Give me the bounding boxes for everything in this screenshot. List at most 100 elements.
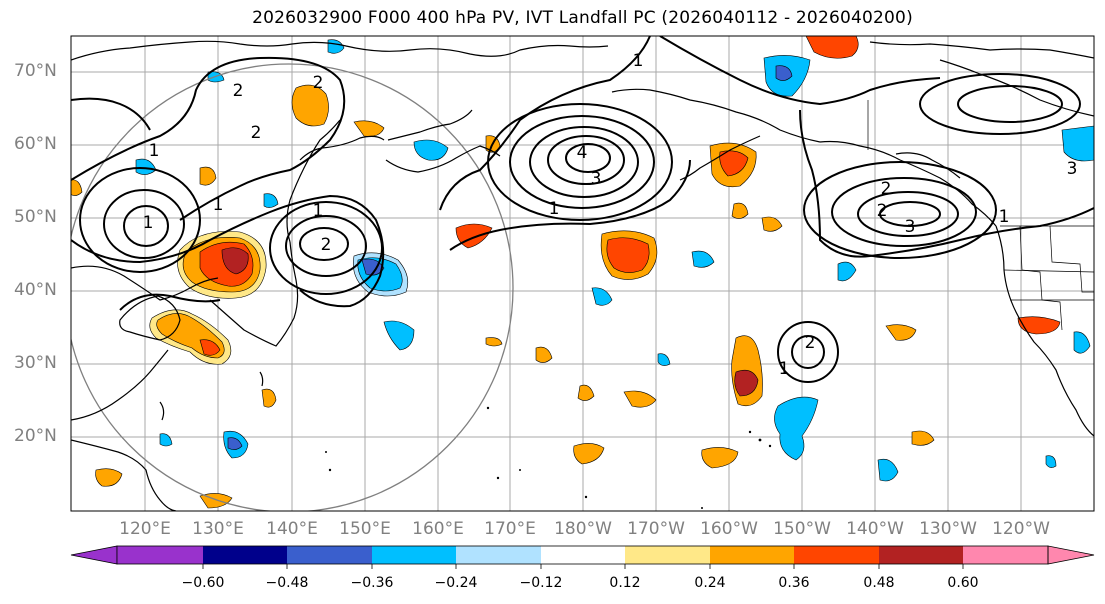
pv-blob xyxy=(691,250,715,268)
colorbar-tick-label: 0.24 xyxy=(694,575,726,591)
pv-blob xyxy=(734,369,759,397)
pv-blob xyxy=(657,353,671,366)
lon-label: 140°E xyxy=(266,519,318,539)
contour-label: 3 xyxy=(591,169,602,189)
contour-label: 2 xyxy=(877,201,888,221)
pv-blob xyxy=(837,261,857,282)
pv-blob xyxy=(701,447,739,469)
colorbar-tick-label: 0.60 xyxy=(947,575,979,591)
landfall-region-circle xyxy=(71,63,514,511)
pv-blob xyxy=(95,468,123,487)
lat-label: 60°N xyxy=(14,134,57,154)
pv-blob xyxy=(591,287,613,306)
contour-label: 1 xyxy=(213,195,224,215)
colorbar-swatch xyxy=(117,546,203,564)
lon-label: 170°E xyxy=(484,519,536,539)
lon-label: 130°E xyxy=(192,519,244,539)
pv-negative-shading xyxy=(135,39,1094,482)
colorbar-swatch xyxy=(963,546,1048,564)
contour-labels: 2 2 2 1 1 1 1 2 4 3 1 2 2 1 3 1 1 3 2 xyxy=(143,51,1078,379)
lon-label: 120°W xyxy=(992,519,1050,539)
contour-label: 2 xyxy=(233,81,244,101)
colorbar-tick-label: −0.12 xyxy=(519,575,563,591)
lat-label: 30°N xyxy=(14,353,57,373)
lon-label: 120°E xyxy=(119,519,171,539)
pv-contours xyxy=(71,36,1094,383)
contour-label: 3 xyxy=(905,217,916,237)
pv-blob xyxy=(1045,455,1057,468)
contour-label: 1 xyxy=(143,213,154,233)
colorbar-extend-high xyxy=(1047,545,1095,565)
colorbar-tick-label: −0.36 xyxy=(350,575,394,591)
contour-label: 1 xyxy=(313,201,324,221)
lat-label: 40°N xyxy=(14,280,57,300)
colorbar-tick-label: −0.24 xyxy=(434,575,478,591)
lat-label: 50°N xyxy=(14,207,57,227)
pv-blob xyxy=(221,247,249,275)
pv-blob xyxy=(885,324,917,341)
pv-blob xyxy=(1061,125,1094,162)
pv-blob xyxy=(1017,316,1061,335)
lon-label: 160°E xyxy=(412,519,464,539)
lon-label: 140°W xyxy=(846,519,904,539)
pv-positive-shading xyxy=(71,36,1061,509)
contour-label: 1 xyxy=(633,51,644,71)
contour-label: 2 xyxy=(805,333,816,353)
lon-label: 170°W xyxy=(627,519,685,539)
pv-blob xyxy=(719,150,749,177)
map-title: 2026032900 F000 400 hPa PV, IVT Landfall… xyxy=(252,8,913,28)
pv-blob xyxy=(606,237,650,273)
map-frame xyxy=(70,35,1095,512)
pv-blob xyxy=(199,166,217,186)
pv-blob xyxy=(455,223,493,249)
pv-blob xyxy=(774,396,819,461)
pv-blob xyxy=(261,388,277,408)
pv-blob xyxy=(1073,331,1091,354)
pv-blob xyxy=(263,193,279,208)
contour-label: 1 xyxy=(999,207,1010,227)
lat-label: 20°N xyxy=(14,426,57,446)
pv-blob xyxy=(577,384,595,401)
colorbar-swatch xyxy=(287,546,372,564)
pv-blob xyxy=(877,458,899,482)
lon-label: 160°W xyxy=(700,519,758,539)
pv-blob xyxy=(573,443,605,465)
pv-blob xyxy=(199,339,221,356)
pv-blob xyxy=(805,36,859,59)
lon-label: 150°E xyxy=(339,519,391,539)
pv-blob xyxy=(731,202,749,219)
colorbar xyxy=(70,545,1095,569)
pv-blob xyxy=(911,430,935,446)
colorbar-swatch xyxy=(456,546,541,564)
contour-label: 2 xyxy=(881,179,892,199)
colorbar-tick-label: 0.36 xyxy=(778,575,810,591)
pv-blob xyxy=(227,437,243,450)
lat-label: 70°N xyxy=(14,61,57,81)
lon-label: 130°W xyxy=(919,519,977,539)
pv-blob xyxy=(761,216,783,232)
pv-blob xyxy=(291,84,329,127)
pv-blob xyxy=(135,158,157,175)
islands xyxy=(325,406,772,509)
contour-label: 1 xyxy=(149,141,160,161)
contour-label: 1 xyxy=(779,359,790,379)
colorbar-swatch xyxy=(541,546,625,564)
colorbar-tick-label: 0.12 xyxy=(609,575,641,591)
pv-blob xyxy=(775,65,793,81)
colorbar-extend-low xyxy=(70,545,118,565)
colorbar-swatch xyxy=(203,546,287,564)
colorbar-swatch xyxy=(710,546,794,564)
colorbar-tick-label: −0.48 xyxy=(265,575,309,591)
colorbar-tick-label: −0.60 xyxy=(181,575,225,591)
contour-label: 2 xyxy=(321,235,332,255)
contour-label: 1 xyxy=(549,199,560,219)
colorbar-tick-label: 0.48 xyxy=(863,575,895,591)
pv-blob xyxy=(383,320,415,351)
pv-blob xyxy=(327,39,345,54)
contour-label: 4 xyxy=(577,143,588,163)
contour-label: 2 xyxy=(313,73,324,93)
pv-blob xyxy=(159,433,173,447)
boundaries xyxy=(867,100,1094,331)
pv-blob xyxy=(353,120,385,137)
